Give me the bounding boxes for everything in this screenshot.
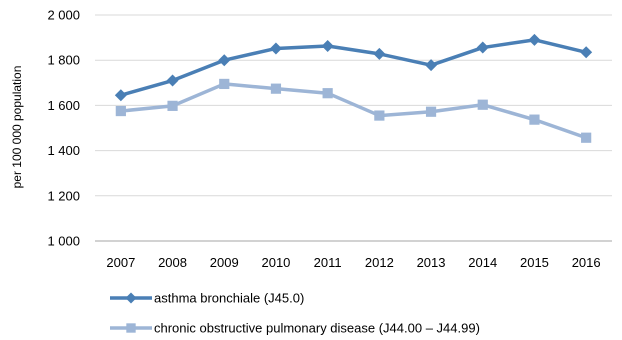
data-point: [167, 100, 178, 111]
data-point: [528, 33, 541, 46]
y-tick-label: 1 200: [47, 188, 80, 203]
y-axis-title: per 100 000 population: [10, 66, 24, 189]
data-point: [321, 39, 334, 52]
data-point: [270, 83, 282, 94]
data-point: [374, 110, 385, 121]
y-tick-label: 1 800: [47, 53, 80, 68]
x-tick-label: 2015: [520, 255, 549, 270]
series: [114, 33, 593, 143]
data-point: [477, 99, 488, 110]
data-point: [581, 132, 592, 143]
x-tick-label: 2012: [365, 255, 394, 270]
y-tick-label: 1 000: [47, 234, 80, 249]
series-2: [115, 78, 592, 143]
data-point: [529, 114, 540, 125]
data-point: [373, 47, 386, 60]
data-point: [322, 88, 333, 99]
data-point: [114, 89, 127, 102]
series-1: [114, 33, 593, 102]
data-point: [269, 42, 282, 55]
data-point: [218, 54, 231, 67]
legend-item: asthma bronchiale (J45.0): [110, 291, 304, 306]
data-point: [476, 41, 489, 54]
series-line: [120, 82, 587, 140]
data-point: [166, 74, 179, 87]
data-point: [425, 59, 438, 72]
legend-label: asthma bronchiale (J45.0): [154, 291, 304, 306]
data-point: [219, 78, 230, 90]
data-point: [125, 292, 137, 304]
x-axis-tick-labels: 2007 2008 2009 2010 2011 2012 2013 2014 2015 2016: [106, 255, 600, 270]
y-axis-tick-labels: 1 000 1 200 1 400 1 600 1 800 2 000: [47, 8, 80, 249]
x-tick-label: 2007: [106, 255, 135, 270]
x-tick-label: 2014: [468, 255, 497, 270]
x-tick-label: 2011: [314, 255, 342, 270]
x-tick-label: 2009: [210, 255, 239, 270]
x-tick-label: 2016: [572, 255, 601, 270]
data-point: [115, 105, 126, 117]
y-tick-label: 2 000: [47, 8, 80, 23]
x-tick-label: 2010: [261, 255, 290, 270]
x-tick-label: 2008: [158, 255, 187, 270]
gridlines: [95, 14, 612, 242]
y-tick-label: 1 600: [47, 98, 80, 113]
data-point: [425, 106, 437, 117]
series-line: [120, 38, 587, 97]
legend: asthma bronchiale (J45.0) chronic obstruc…: [110, 291, 480, 336]
legend-label: chronic obstructive pulmonary disease (J…: [154, 321, 480, 336]
x-tick-label: 2013: [417, 255, 446, 270]
legend-item: chronic obstructive pulmonary disease (J…: [110, 321, 480, 336]
data-point: [126, 323, 136, 333]
y-tick-label: 1 400: [47, 143, 80, 158]
data-point: [580, 46, 593, 59]
